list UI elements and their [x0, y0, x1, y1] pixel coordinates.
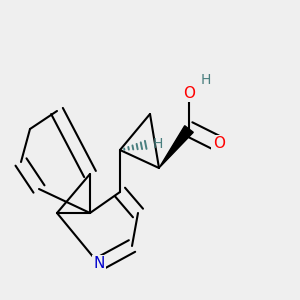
Polygon shape — [159, 126, 193, 168]
Text: H: H — [152, 137, 163, 151]
Text: O: O — [213, 136, 225, 152]
Text: O: O — [183, 85, 195, 100]
Text: N: N — [93, 256, 105, 272]
Text: H: H — [200, 73, 211, 86]
